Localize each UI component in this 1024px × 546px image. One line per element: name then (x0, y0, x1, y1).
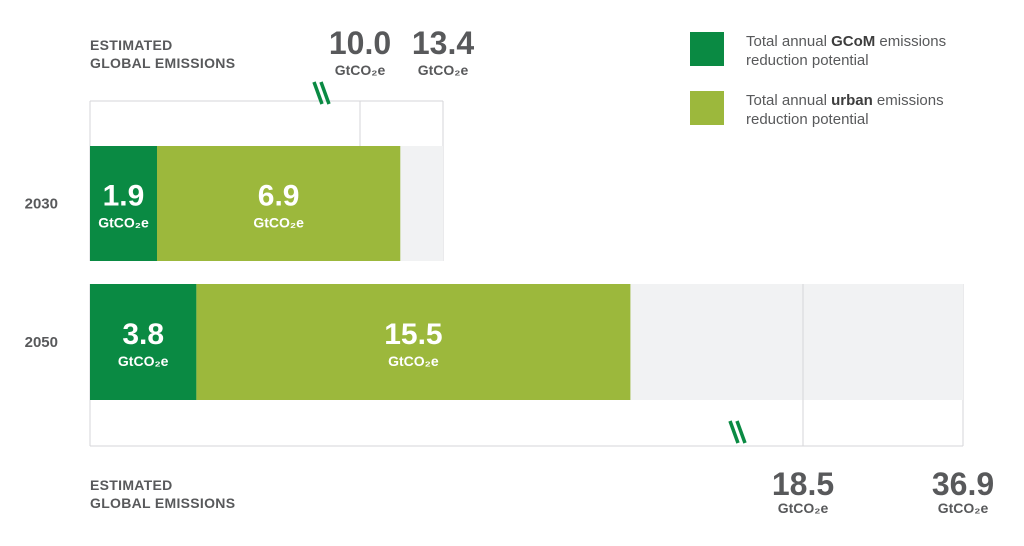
category-labels: 2030 2050 (25, 196, 58, 352)
legend-swatch-gcom (690, 32, 724, 66)
bar-unit-urban-2050: GtCO₂e (388, 353, 439, 369)
legend-item-gcom: Total annual GCoM emissions reduction po… (690, 32, 996, 70)
bar-value-urban-2050: 15.5 (384, 318, 442, 351)
category-label-2050: 2050 (25, 334, 58, 351)
reference-unit-2030-1: GtCO₂e (335, 62, 386, 78)
bar-value-urban-2030: 6.9 (258, 180, 300, 213)
axis-break-2030 (312, 81, 331, 105)
bar-gcom-2030 (90, 146, 157, 261)
legend-label-urban: Total annual urban emissions reduction p… (746, 92, 944, 128)
bar-urban-2030 (156, 146, 401, 261)
bar-value-gcom-2030: 1.9 (103, 180, 145, 213)
bar-unit-gcom-2050: GtCO₂e (118, 353, 169, 369)
axis-breaks (312, 81, 747, 444)
legend-label-gcom: Total annual GCoM emissions reduction po… (746, 33, 947, 69)
bars (90, 146, 631, 400)
bar-value-gcom-2050: 3.8 (122, 318, 164, 351)
reference-value-2050-2: 36.9 (932, 466, 994, 502)
bar-unit-urban-2030: GtCO₂e (253, 215, 304, 231)
estimated-global-emissions-label-2050: ESTIMATED GLOBAL EMISSIONS (90, 477, 236, 511)
bar-labels: 1.9 GtCO₂e 6.9 GtCO₂e 3.8 GtCO₂e 15.5 GtCO₂e (98, 180, 442, 370)
axis-break-2050 (728, 420, 747, 444)
reference-unit-2030-2: GtCO₂e (418, 62, 469, 78)
reference-unit-2050-2: GtCO₂e (938, 500, 989, 516)
legend-swatch-urban (690, 91, 724, 125)
bar-urban-2050 (196, 284, 631, 400)
reference-unit-2050-1: GtCO₂e (778, 500, 829, 516)
bar-gcom-2050 (90, 284, 197, 400)
category-label-2030: 2030 (25, 196, 58, 213)
legend-item-urban: Total annual urban emissions reduction p… (690, 91, 996, 129)
reference-value-2050-1: 18.5 (772, 466, 834, 502)
bar-unit-gcom-2030: GtCO₂e (98, 215, 149, 231)
reference-value-2030-1: 10.0 (329, 25, 391, 61)
reference-value-2030-2: 13.4 (412, 25, 474, 61)
estimated-global-emissions-label-2030: ESTIMATED GLOBAL EMISSIONS (90, 37, 236, 71)
